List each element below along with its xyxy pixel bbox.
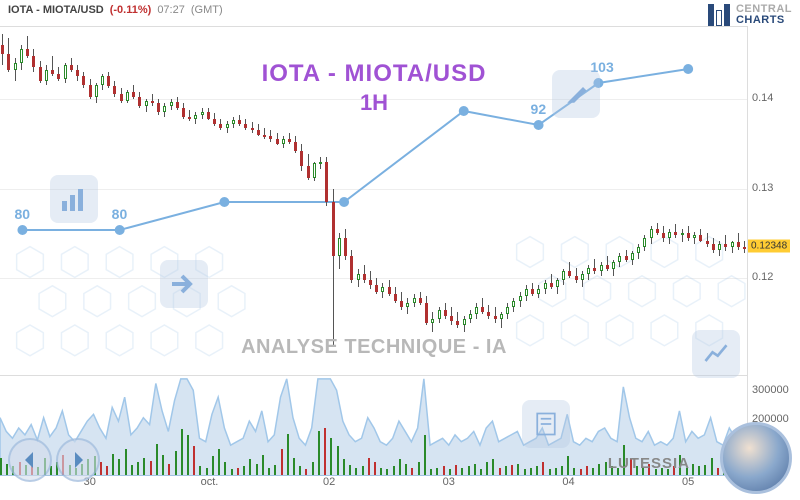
nav-next-button[interactable]	[56, 438, 100, 482]
time-value: 07:27	[157, 4, 185, 16]
watermark-chart-icon	[50, 175, 98, 223]
centralcharts-logo[interactable]: CENTRAL CHARTS	[708, 4, 792, 26]
pair-name: IOTA - MIOTA/USD	[8, 4, 104, 16]
indicator-line	[0, 27, 748, 377]
logo-icon	[708, 4, 730, 26]
time-x-axis: 30oct.02030405	[0, 476, 748, 500]
nav-prev-button[interactable]	[8, 438, 52, 482]
change-pct: (-0.11%)	[110, 4, 152, 16]
main-price-chart[interactable]: 808092103	[0, 26, 748, 376]
watermark-doc-icon	[522, 400, 570, 448]
chart-subtitle: ANALYSE TECHNIQUE - IA	[0, 336, 748, 359]
watermark-arrow-icon	[160, 260, 208, 308]
timezone: (GMT)	[191, 4, 223, 16]
header-left: IOTA - MIOTA/USD (-0.11%) 07:27 (GMT)	[8, 4, 223, 16]
logo-text: CENTRAL CHARTS	[736, 4, 792, 26]
watermark-pencil-icon	[552, 70, 600, 118]
footer-brand: LUTESSIA	[608, 455, 690, 472]
price-y-axis: 0.140.130.120.12348	[748, 26, 800, 376]
chart-header: IOTA - MIOTA/USD (-0.11%) 07:27 (GMT) CE…	[8, 4, 792, 26]
assistant-avatar[interactable]	[720, 422, 792, 494]
